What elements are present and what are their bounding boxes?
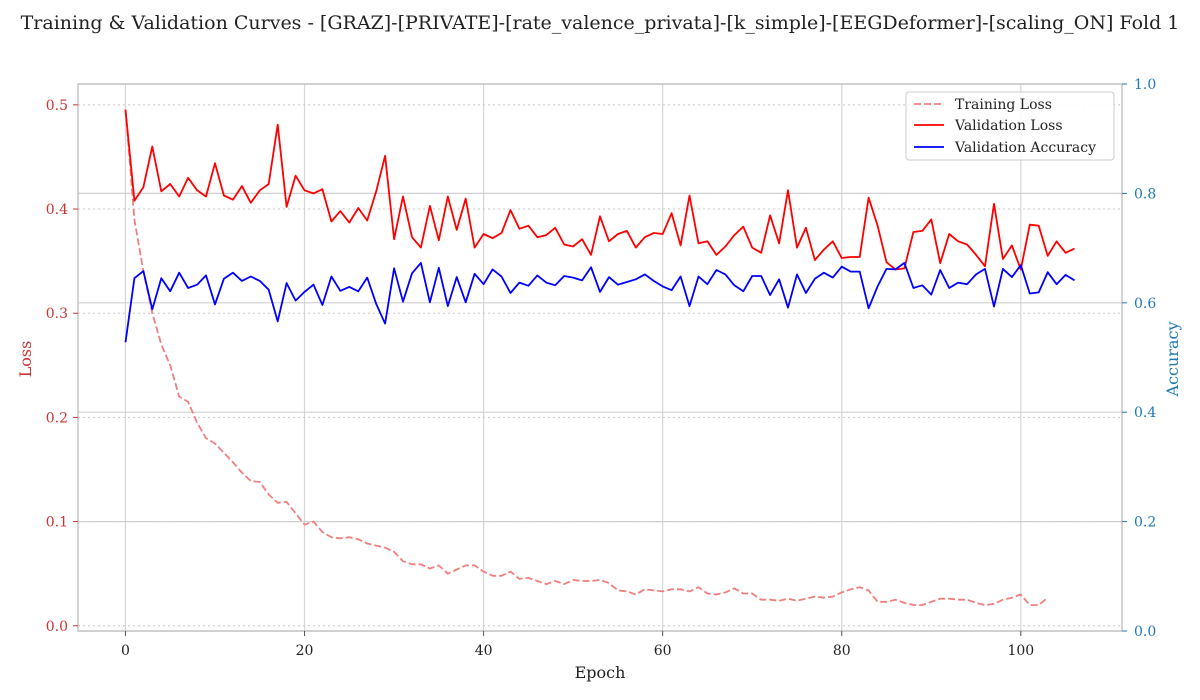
series-line-validation-accuracy xyxy=(124,261,1075,343)
y-left-tick-label: 0.1 xyxy=(46,515,68,531)
y-axis-right-label: Accuracy xyxy=(1163,322,1182,398)
y-right-tick-label: 0.0 xyxy=(1134,624,1156,640)
axes: 0 20 40 60 80 100 0.0 0.1 0.2 0.3 0.4 0.5 0.0 0.2 0.4 0… xyxy=(46,77,1157,659)
x-tick-label: 60 xyxy=(654,643,672,659)
chart-title: Training & Validation Curves - [GRAZ]-[P… xyxy=(21,12,1180,34)
x-tick-label: 40 xyxy=(475,643,493,659)
y-right-tick-label: 1.0 xyxy=(1134,77,1156,93)
legend-label-validation-loss: Validation Loss xyxy=(954,118,1063,134)
y-right-tick-label: 0.8 xyxy=(1134,186,1156,202)
y-left-tick-label: 0.2 xyxy=(46,410,68,426)
x-tick-label: 80 xyxy=(833,643,851,659)
series-line-validation-loss xyxy=(124,109,1075,271)
x-axis-label: Epoch xyxy=(575,663,626,682)
x-tick-label: 0 xyxy=(121,643,130,659)
y-left-tick-label: 0.0 xyxy=(46,619,68,635)
y-left-tick-label: 0.5 xyxy=(46,98,68,114)
y-axis-left-label: Loss xyxy=(16,341,35,378)
x-tick-label: 100 xyxy=(1007,643,1034,659)
y-left-tick-label: 0.3 xyxy=(46,306,68,322)
y-right-tick-label: 0.4 xyxy=(1134,405,1156,421)
plot-frame xyxy=(77,83,1123,632)
series-line-training-loss xyxy=(124,108,1049,606)
y-right-tick-label: 0.6 xyxy=(1134,296,1156,312)
y-right-tick-label: 0.2 xyxy=(1134,515,1156,531)
x-tick-label: 20 xyxy=(296,643,314,659)
legend-box xyxy=(905,91,1115,161)
legend-label-training-loss: Training Loss xyxy=(955,97,1052,113)
grid xyxy=(78,83,1122,632)
plot-lines xyxy=(124,108,1075,606)
y-left-tick-label: 0.4 xyxy=(46,202,68,218)
legend: Training Loss Validation Loss Validation… xyxy=(905,91,1115,161)
legend-label-validation-accuracy: Validation Accuracy xyxy=(954,140,1096,156)
